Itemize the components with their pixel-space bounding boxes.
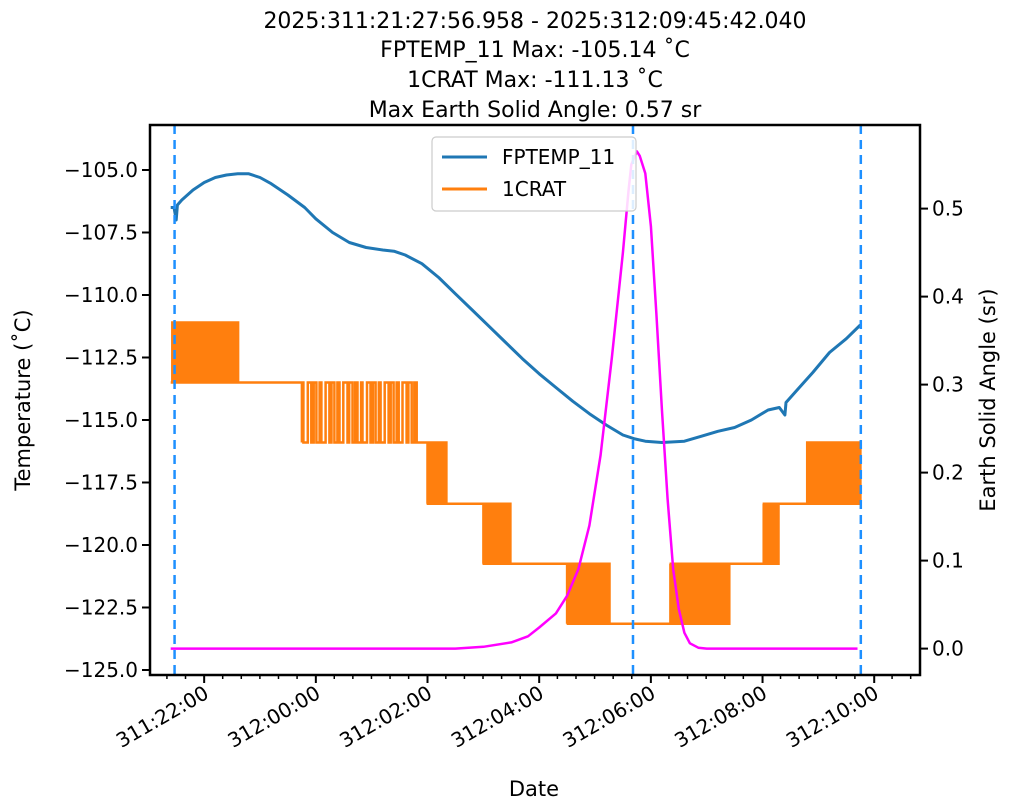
y-tick-label-left: −120.0 xyxy=(64,533,138,557)
y-tick-label-right: 0.3 xyxy=(932,373,964,397)
x-axis: 311:22:00 312:00:00 312:02:00 312:04:00 312:… xyxy=(112,675,912,753)
x-tick-label: 312:02:00 xyxy=(335,681,436,753)
y-tick-label-right: 0.1 xyxy=(932,549,964,573)
y-axis-title-left: Temperature (˚C) xyxy=(11,309,35,491)
y-tick-label-left: −117.5 xyxy=(64,471,138,495)
y-tick-label-left: −110.0 xyxy=(64,283,138,307)
y-tick-label-left: −112.5 xyxy=(64,346,138,370)
y-tick-label-right: 0.5 xyxy=(932,197,964,221)
y-tick-label-left: −125.0 xyxy=(64,658,138,682)
legend-label-1crat: 1CRAT xyxy=(502,177,567,201)
chart-title: 2025:311:21:27:56.958 - 2025:312:09:45:4… xyxy=(263,9,806,123)
series-line-1crat xyxy=(170,321,862,626)
x-tick-label: 312:04:00 xyxy=(447,681,548,753)
y-tick-label-left: −115.0 xyxy=(64,408,138,432)
y-tick-label-right: 0.2 xyxy=(932,461,964,485)
y-tick-label-right: 0.4 xyxy=(932,285,964,309)
title-line-2: FPTEMP_11 Max: -105.14 ˚C xyxy=(380,38,690,63)
right-axis: 0.0 0.1 0.2 0.3 0.4 0.5 xyxy=(920,197,964,661)
x-tick-label: 311:22:00 xyxy=(112,681,213,753)
y-tick-label-left: −122.5 xyxy=(64,596,138,620)
title-line-3: 1CRAT Max: -111.13 ˚C xyxy=(407,68,663,93)
x-tick-label: 312:10:00 xyxy=(782,681,883,753)
series-line-earth-solid-angle xyxy=(170,150,858,650)
legend-label-fptemp: FPTEMP_11 xyxy=(502,145,615,169)
plot-frame xyxy=(148,123,922,677)
y-tick-label-left: −105.0 xyxy=(64,158,138,182)
left-axis: −105.0 −107.5 −110.0 −112.5 −115.0 −117.5 −120… xyxy=(64,158,150,682)
title-line-1: 2025:311:21:27:56.958 - 2025:312:09:45:4… xyxy=(263,9,806,34)
plot-data-layer xyxy=(170,150,862,650)
series-line-fptemp xyxy=(170,172,862,444)
y-axis-title-right: Earth Solid Angle (sr) xyxy=(976,288,1000,511)
title-line-4: Max Earth Solid Angle: 0.57 sr xyxy=(369,98,703,123)
legend: FPTEMP_11 1CRAT xyxy=(431,136,637,212)
y-tick-label-right: 0.0 xyxy=(932,637,964,661)
x-tick-label: 312:00:00 xyxy=(224,681,325,753)
x-tick-label: 312:08:00 xyxy=(670,681,771,753)
vertical-markers xyxy=(173,125,863,675)
y-tick-label-left: −107.5 xyxy=(64,221,138,245)
x-tick-label: 312:06:00 xyxy=(559,681,660,753)
x-axis-title: Date xyxy=(509,777,559,801)
